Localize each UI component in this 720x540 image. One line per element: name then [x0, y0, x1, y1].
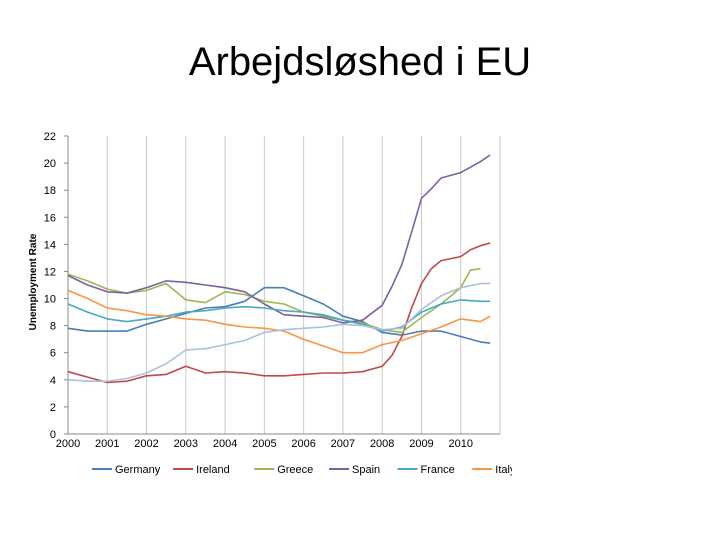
- x-tick-label-2007: 2007: [331, 438, 355, 450]
- x-tick-label-2005: 2005: [252, 438, 276, 450]
- series-line-ireland: [67, 242, 491, 384]
- series-lines: [67, 154, 491, 384]
- series-line-italy: [67, 289, 491, 354]
- y-tick-label-8: 8: [50, 321, 56, 333]
- series-line-france: [67, 299, 491, 332]
- axes: 2000 2001 2002 2003 2004 2005 2006 2007 2008 2009…: [44, 131, 500, 450]
- unemployment-chart: 2000 2001 2002 2003 2004 2005 2006 2007 2008 2009…: [20, 122, 605, 486]
- y-tick-label-22: 22: [44, 131, 56, 143]
- x-tick-label-2000: 2000: [56, 438, 80, 450]
- y-tick-label-18: 18: [44, 185, 56, 197]
- x-tick-label-2009: 2009: [409, 438, 433, 450]
- legend-label-greece: Greece: [277, 464, 313, 476]
- y-tick-label-0: 0: [50, 429, 56, 441]
- y-tick-label-2: 2: [50, 402, 56, 414]
- legend-label-spain: Spain: [352, 464, 380, 476]
- y-tick-label-12: 12: [44, 266, 56, 278]
- y-tick-label-6: 6: [50, 348, 56, 360]
- legend-label-ireland: Ireland: [196, 464, 230, 476]
- legend-label-france: France: [421, 464, 455, 476]
- series-line-greece: [67, 267, 481, 334]
- x-tick-label-2008: 2008: [370, 438, 394, 450]
- legend: GermanyIrelandGreeceSpainFranceItalyPort…: [92, 464, 605, 476]
- grid-lines: [67, 136, 501, 434]
- series-line-germany: [67, 286, 491, 344]
- x-tick-label-2003: 2003: [174, 438, 198, 450]
- legend-label-italy: Italy: [495, 464, 512, 476]
- x-tick-label-2006: 2006: [291, 438, 315, 450]
- x-tick-label-2004: 2004: [213, 438, 237, 450]
- legend-label-germany: Germany: [115, 464, 161, 476]
- y-tick-label-14: 14: [44, 239, 56, 251]
- x-tick-label-2002: 2002: [134, 438, 158, 450]
- series-line-spain: [67, 154, 491, 324]
- y-tick-label-10: 10: [44, 294, 56, 306]
- y-tick-label-16: 16: [44, 212, 56, 224]
- slide-title: Arbejdsløshed i EU: [188, 40, 532, 84]
- series-line-portugal: [67, 282, 491, 383]
- y-tick-label-4: 4: [50, 375, 56, 387]
- y-axis-label: Unemployment Rate: [28, 233, 39, 330]
- x-tick-label-2010: 2010: [448, 438, 472, 450]
- y-tick-label-20: 20: [44, 158, 56, 170]
- chart-svg: 2000 2001 2002 2003 2004 2005 2006 2007 2008 2009…: [28, 131, 605, 476]
- x-tick-label-2001: 2001: [95, 438, 119, 450]
